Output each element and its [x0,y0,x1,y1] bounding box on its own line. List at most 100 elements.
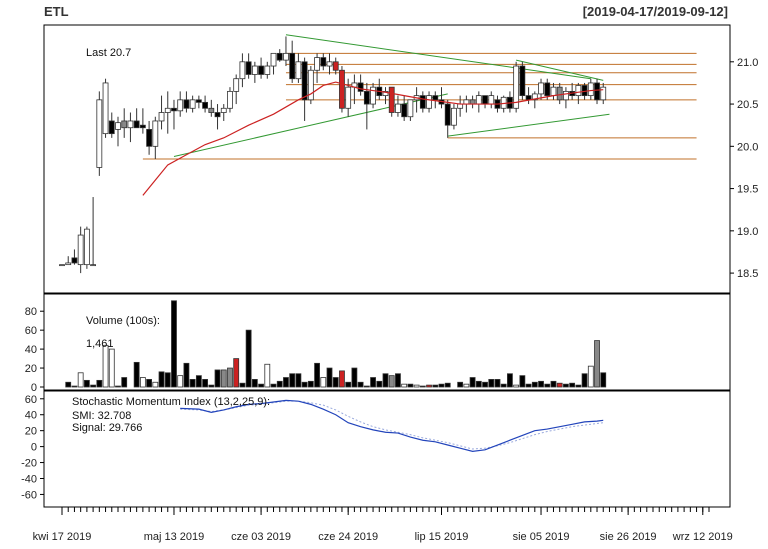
candle [239,61,246,80]
price-tick-label: 20.0 [737,141,758,153]
candle [320,57,327,67]
volume-bar [569,382,576,388]
volume-bar [251,379,258,388]
volume-bar [587,365,594,388]
candle [177,99,184,112]
x-tick-label: cze 24 2019 [318,531,378,543]
candle [258,65,264,75]
volume-bar [189,379,196,388]
candle [382,90,389,97]
candle [587,82,594,97]
candle [77,234,84,266]
volume-bar [183,362,190,388]
volume-bar [77,372,84,388]
x-tick-label: cze 03 2019 [231,531,291,543]
volume-bar [332,377,339,388]
candle [357,82,364,92]
volume-bar [600,372,607,388]
candle [550,86,557,97]
candle [575,85,582,97]
candle [307,69,314,101]
volume-bar [96,379,103,388]
volume-tick-label: 20 [25,363,37,375]
candle [345,86,352,109]
volume-bar [121,377,128,388]
volume-bar [164,372,171,388]
volume-bar [426,384,432,388]
candle [544,82,551,97]
volume-bar [432,384,439,388]
candle [451,107,457,126]
volume-bar [482,381,488,388]
trend-line [516,59,604,81]
candle [276,52,283,61]
volume-bar [351,367,358,388]
volume-bar [525,383,532,388]
candle [332,61,339,71]
volume-bar [65,381,72,388]
candle [388,86,395,113]
volume-bar [401,383,408,388]
volume-bar [395,373,401,388]
candle [581,85,588,97]
candle [295,61,302,80]
candle [127,120,134,129]
volume-bar [227,367,233,388]
candle [158,112,165,122]
candle [513,65,520,109]
volume-bar [258,383,264,388]
candle [463,99,470,105]
volume-bar [594,340,600,388]
volume-bar [233,358,240,388]
candle [233,78,240,92]
volume-bar [357,381,364,388]
volume-bar [550,380,557,388]
candle [139,124,146,129]
smi-line [180,399,604,453]
volume-bar [83,379,90,388]
candle [475,95,482,105]
candle [115,122,121,130]
x-tick-label: lip 15 2019 [415,531,469,543]
candle [164,107,171,113]
candle [71,257,78,264]
candle [59,264,65,267]
volume-bar [270,383,277,388]
volume-bar [326,367,333,388]
volume-bar [475,380,482,388]
volume-bar [208,384,215,388]
volume-bar [146,379,152,388]
candle [314,57,320,71]
volume-bar [71,385,78,388]
volume-bar [108,348,115,388]
candle [563,90,569,101]
candle [195,99,202,103]
trend-line [447,113,610,137]
volume-bar [177,375,184,388]
volume-bar [139,377,146,388]
volume-value: 1,461 [86,338,114,350]
chart-title: ETL [44,4,69,19]
signal-line [180,400,604,450]
candle [444,103,451,126]
smi-tick-label: 20 [25,426,37,438]
smi-tick-label: 0 [31,442,37,454]
volume-bar [239,382,246,388]
candle [395,103,401,113]
volume-tick-label: 80 [25,306,37,318]
candle [370,86,376,105]
candle [419,95,426,109]
volume-bar [419,385,426,388]
candle [594,82,600,101]
volume-bar [152,381,159,388]
volume-bar [301,381,308,388]
candle [65,262,72,266]
volume-bar [220,369,227,388]
volume-bar [289,373,296,388]
volume-bar [283,377,289,388]
smi-tick-label: 60 [25,394,37,406]
volume-bar [102,344,109,388]
candle [469,99,476,105]
candle [270,52,277,67]
